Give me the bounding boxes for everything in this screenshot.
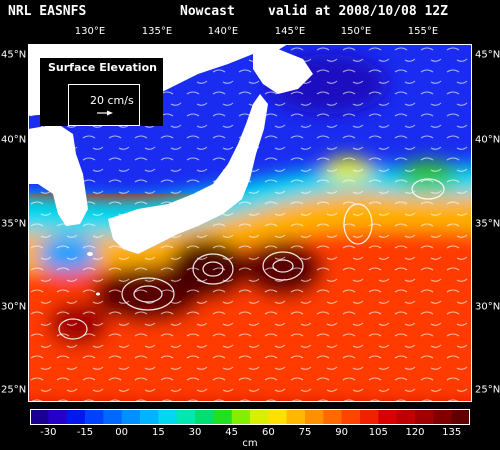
colorbar-swatch	[268, 409, 287, 425]
lat-label-40-left: 40°N	[1, 134, 27, 146]
lat-label-30-right: 30°N	[475, 301, 500, 313]
lat-label-45-left: 45°N	[1, 49, 27, 61]
colorbar	[30, 409, 470, 425]
colorbar-tick-label: 120	[405, 427, 425, 438]
colorbar-tick-label: 75	[298, 427, 312, 438]
colorbar-tick-label: 60	[261, 427, 275, 438]
sea-surface-elevation-map	[28, 44, 472, 402]
colorbar-swatch	[140, 409, 159, 425]
colorbar-swatch	[415, 409, 434, 425]
lat-label-25-left: 25°N	[1, 384, 27, 396]
variable-title: Surface Elevation	[48, 61, 157, 74]
lat-label-45-right: 45°N	[475, 49, 500, 61]
colorbar-frame	[30, 409, 470, 425]
colorbar-tick-label: 105	[368, 427, 388, 438]
lat-label-35-left: 35°N	[1, 218, 27, 230]
colorbar-swatch	[85, 409, 104, 425]
colorbar-swatch	[286, 409, 306, 425]
colorbar-swatch	[451, 409, 470, 425]
vector-scale-arrow-icon	[97, 110, 113, 116]
colorbar-tick-label: -30	[40, 427, 57, 438]
colorbar-swatch	[323, 409, 342, 425]
colorbar-swatch	[66, 409, 86, 425]
colorbar-tick-label: 90	[335, 427, 349, 438]
colorbar-swatch	[396, 409, 416, 425]
colorbar-swatch	[433, 409, 452, 425]
lat-label-25-right: 25°N	[475, 384, 500, 396]
lon-label-145: 145°E	[274, 26, 306, 37]
lon-label-150: 150°E	[340, 26, 372, 37]
colorbar-swatch	[103, 409, 122, 425]
lat-label-40-right: 40°N	[475, 134, 500, 146]
colorbar-swatch	[195, 409, 214, 425]
colorbar-swatch	[121, 409, 141, 425]
lon-label-135: 135°E	[141, 26, 173, 37]
colorbar-tick-label: 15	[151, 427, 165, 438]
colorbar-swatch	[48, 409, 67, 425]
colorbar-tick-label: 135	[442, 427, 462, 438]
lon-label-130: 130°E	[74, 26, 106, 37]
colorbar-tick-label: 45	[225, 427, 239, 438]
lat-label-30-left: 30°N	[1, 301, 27, 313]
colorbar-swatch	[360, 409, 379, 425]
colorbar-swatch	[341, 409, 361, 425]
colorbar-swatch	[378, 409, 397, 425]
colorbar-swatch	[213, 409, 232, 425]
product-title: Nowcast	[180, 4, 235, 19]
colorbar-swatch	[30, 409, 49, 425]
colorbar-swatch	[158, 409, 177, 425]
colorbar-unit: cm	[242, 438, 258, 449]
colorbar-swatch	[176, 409, 196, 425]
colorbar-swatch	[231, 409, 251, 425]
colorbar-tick-label: -15	[76, 427, 94, 438]
colorbar-tick-label: 00	[115, 427, 129, 438]
valid-time: valid at 2008/10/08 12Z	[268, 4, 449, 19]
model-title: NRL EASNFS	[8, 4, 87, 19]
colorbar-tick-label: 30	[188, 427, 202, 438]
lon-label-140: 140°E	[207, 26, 239, 37]
vector-scale-box	[68, 84, 140, 126]
colorbar-swatch	[305, 409, 324, 425]
vector-scale-label: 20 cm/s	[90, 94, 134, 107]
colorbar-swatch	[250, 409, 269, 425]
lon-label-155: 155°E	[407, 26, 439, 37]
lat-label-35-right: 35°N	[475, 218, 500, 230]
